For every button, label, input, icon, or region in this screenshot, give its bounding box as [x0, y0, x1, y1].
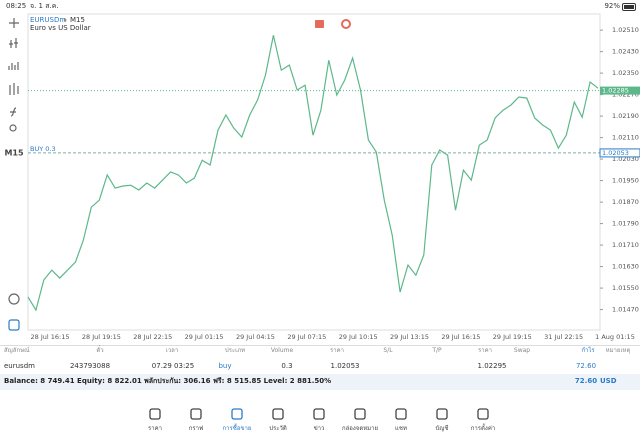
nav-item[interactable]: ข่าว: [294, 408, 344, 433]
balance: Balance: 8 749.41 Equity: 8 822.01 พลักป…: [4, 377, 332, 385]
x-tick-label: 29 Jul 19:15: [493, 333, 532, 341]
nav-icon: [354, 408, 366, 420]
nav-label: การซื้อขาย: [222, 425, 252, 432]
y-tick-label: 1.02350: [612, 69, 639, 77]
y-tick-label: 1.01950: [612, 177, 639, 185]
x-tick-label: 29 Jul 16:15: [441, 333, 480, 341]
column-header: Swap: [513, 347, 531, 354]
cell: 0.3: [281, 362, 293, 370]
y-tick-label: 1.01790: [612, 220, 639, 228]
divider: [0, 345, 640, 346]
nav-label: กล่องจดหมาย: [341, 425, 379, 432]
column-header: ประเภท: [224, 347, 246, 354]
column-header: ราคา: [478, 347, 492, 354]
chart: EURUSDm M15 Euro vs US Dollar M15 1.0251…: [4, 13, 640, 341]
symbol: EURUSDm: [30, 16, 66, 24]
flag-icon[interactable]: [315, 20, 324, 28]
battery-icon: [622, 3, 636, 11]
total-profit: 72.60: [574, 377, 598, 385]
order-label: BUY 0.3: [30, 145, 56, 153]
nav-icon: [231, 408, 243, 420]
battery: 92%: [604, 2, 620, 10]
x-tick-label: 29 Jul 01:15: [185, 333, 224, 341]
y-tick-label: 1.01550: [612, 284, 639, 292]
price-series: [27, 35, 599, 312]
order-price: 1.02053: [602, 149, 629, 157]
cell: 72.60: [575, 362, 597, 370]
y-tick-label: 1.02190: [612, 112, 639, 120]
currency: USD: [600, 377, 617, 385]
nav-item[interactable]: บัญชี: [417, 408, 467, 433]
nav-label: แชท: [395, 425, 407, 432]
column-header: Volume: [270, 347, 294, 354]
y-tick-label: 1.02510: [612, 26, 639, 34]
column-header: สัญลักษณ์: [4, 347, 30, 354]
y-tick-label: 1.02430: [612, 48, 639, 56]
nav-icon: [477, 408, 489, 420]
cell: 1.02295: [477, 362, 507, 370]
price-label: 1.02285: [602, 87, 629, 95]
nav-item[interactable]: กล่องจดหมาย: [335, 408, 385, 433]
nav-icon: [272, 408, 284, 420]
column-header: ตั๋ว: [96, 347, 104, 354]
nav-label: บัญชี: [435, 425, 449, 432]
signal-icon[interactable]: [341, 19, 351, 29]
price-box: [600, 86, 640, 95]
x-tick-label: 28 Jul 19:15: [82, 333, 121, 341]
nav-icon: [149, 408, 161, 420]
nav-icon: [395, 408, 407, 420]
nav-label: ประวัติ: [269, 425, 287, 432]
x-tick-label: 1 Aug 01:15: [595, 333, 635, 341]
x-tick-label: 29 Jul 13:15: [390, 333, 429, 341]
nav-label: การตั้งค่า: [470, 425, 496, 432]
nav-icon: [190, 408, 202, 420]
balance-bar: [0, 374, 640, 390]
nav-item[interactable]: ราคา: [130, 408, 180, 433]
y-tick-label: 1.01470: [612, 306, 639, 314]
x-tick-label: 29 Jul 07:15: [287, 333, 326, 341]
nav-label: ข่าว: [313, 425, 325, 432]
nav-label: ราคา: [148, 425, 162, 432]
timeframe: M15: [70, 16, 85, 24]
nav-icon: [436, 408, 448, 420]
separator: [64, 18, 67, 22]
nav-item[interactable]: การตั้งค่า: [458, 408, 508, 433]
description: Euro vs US Dollar: [30, 24, 91, 32]
status-time: 08:25: [6, 2, 27, 10]
cell: buy: [218, 362, 232, 370]
column-header: กำไร: [581, 347, 595, 354]
nav-item[interactable]: แชท: [376, 408, 426, 433]
cell: 1.02053: [330, 362, 360, 370]
cell: 07.29 03:25: [151, 362, 195, 370]
x-tick-label: 28 Jul 16:15: [31, 333, 70, 341]
x-tick-label: 28 Jul 22:15: [133, 333, 172, 341]
y-tick-label: 1.02270: [612, 91, 639, 99]
column-header: ราคา: [330, 347, 344, 354]
nav-label: กราฟ: [188, 425, 204, 432]
x-tick-label: 29 Jul 04:15: [236, 333, 275, 341]
nav-icon: [313, 408, 325, 420]
nav-item[interactable]: การซื้อขาย: [212, 408, 262, 433]
column-header: หมายเหตุ: [605, 347, 631, 354]
plot-area: [27, 13, 601, 331]
cell: eurusdm: [4, 362, 35, 370]
y-tick-label: 1.01870: [612, 198, 639, 206]
y-tick-label: 1.02110: [612, 134, 639, 142]
y-tick-label: 1.01710: [612, 241, 639, 249]
order-price-box: [599, 148, 640, 158]
x-tick-label: 29 Jul 10:15: [339, 333, 378, 341]
side-timeframe: M15: [4, 149, 24, 158]
nav-item[interactable]: ประวัติ: [253, 408, 303, 433]
status-date: จ. 1 ส.ค.: [30, 2, 59, 10]
cell: 243793088: [69, 362, 111, 370]
column-header: เวลา: [165, 347, 179, 354]
y-tick-label: 1.01630: [612, 263, 639, 271]
column-header: T/P: [432, 347, 442, 354]
x-tick-label: 31 Jul 22:15: [544, 333, 583, 341]
toolbar-icons: [8, 18, 20, 331]
y-tick-label: 1.02030: [612, 155, 639, 163]
nav-item[interactable]: กราฟ: [171, 408, 221, 433]
column-header: S/L: [383, 347, 393, 354]
